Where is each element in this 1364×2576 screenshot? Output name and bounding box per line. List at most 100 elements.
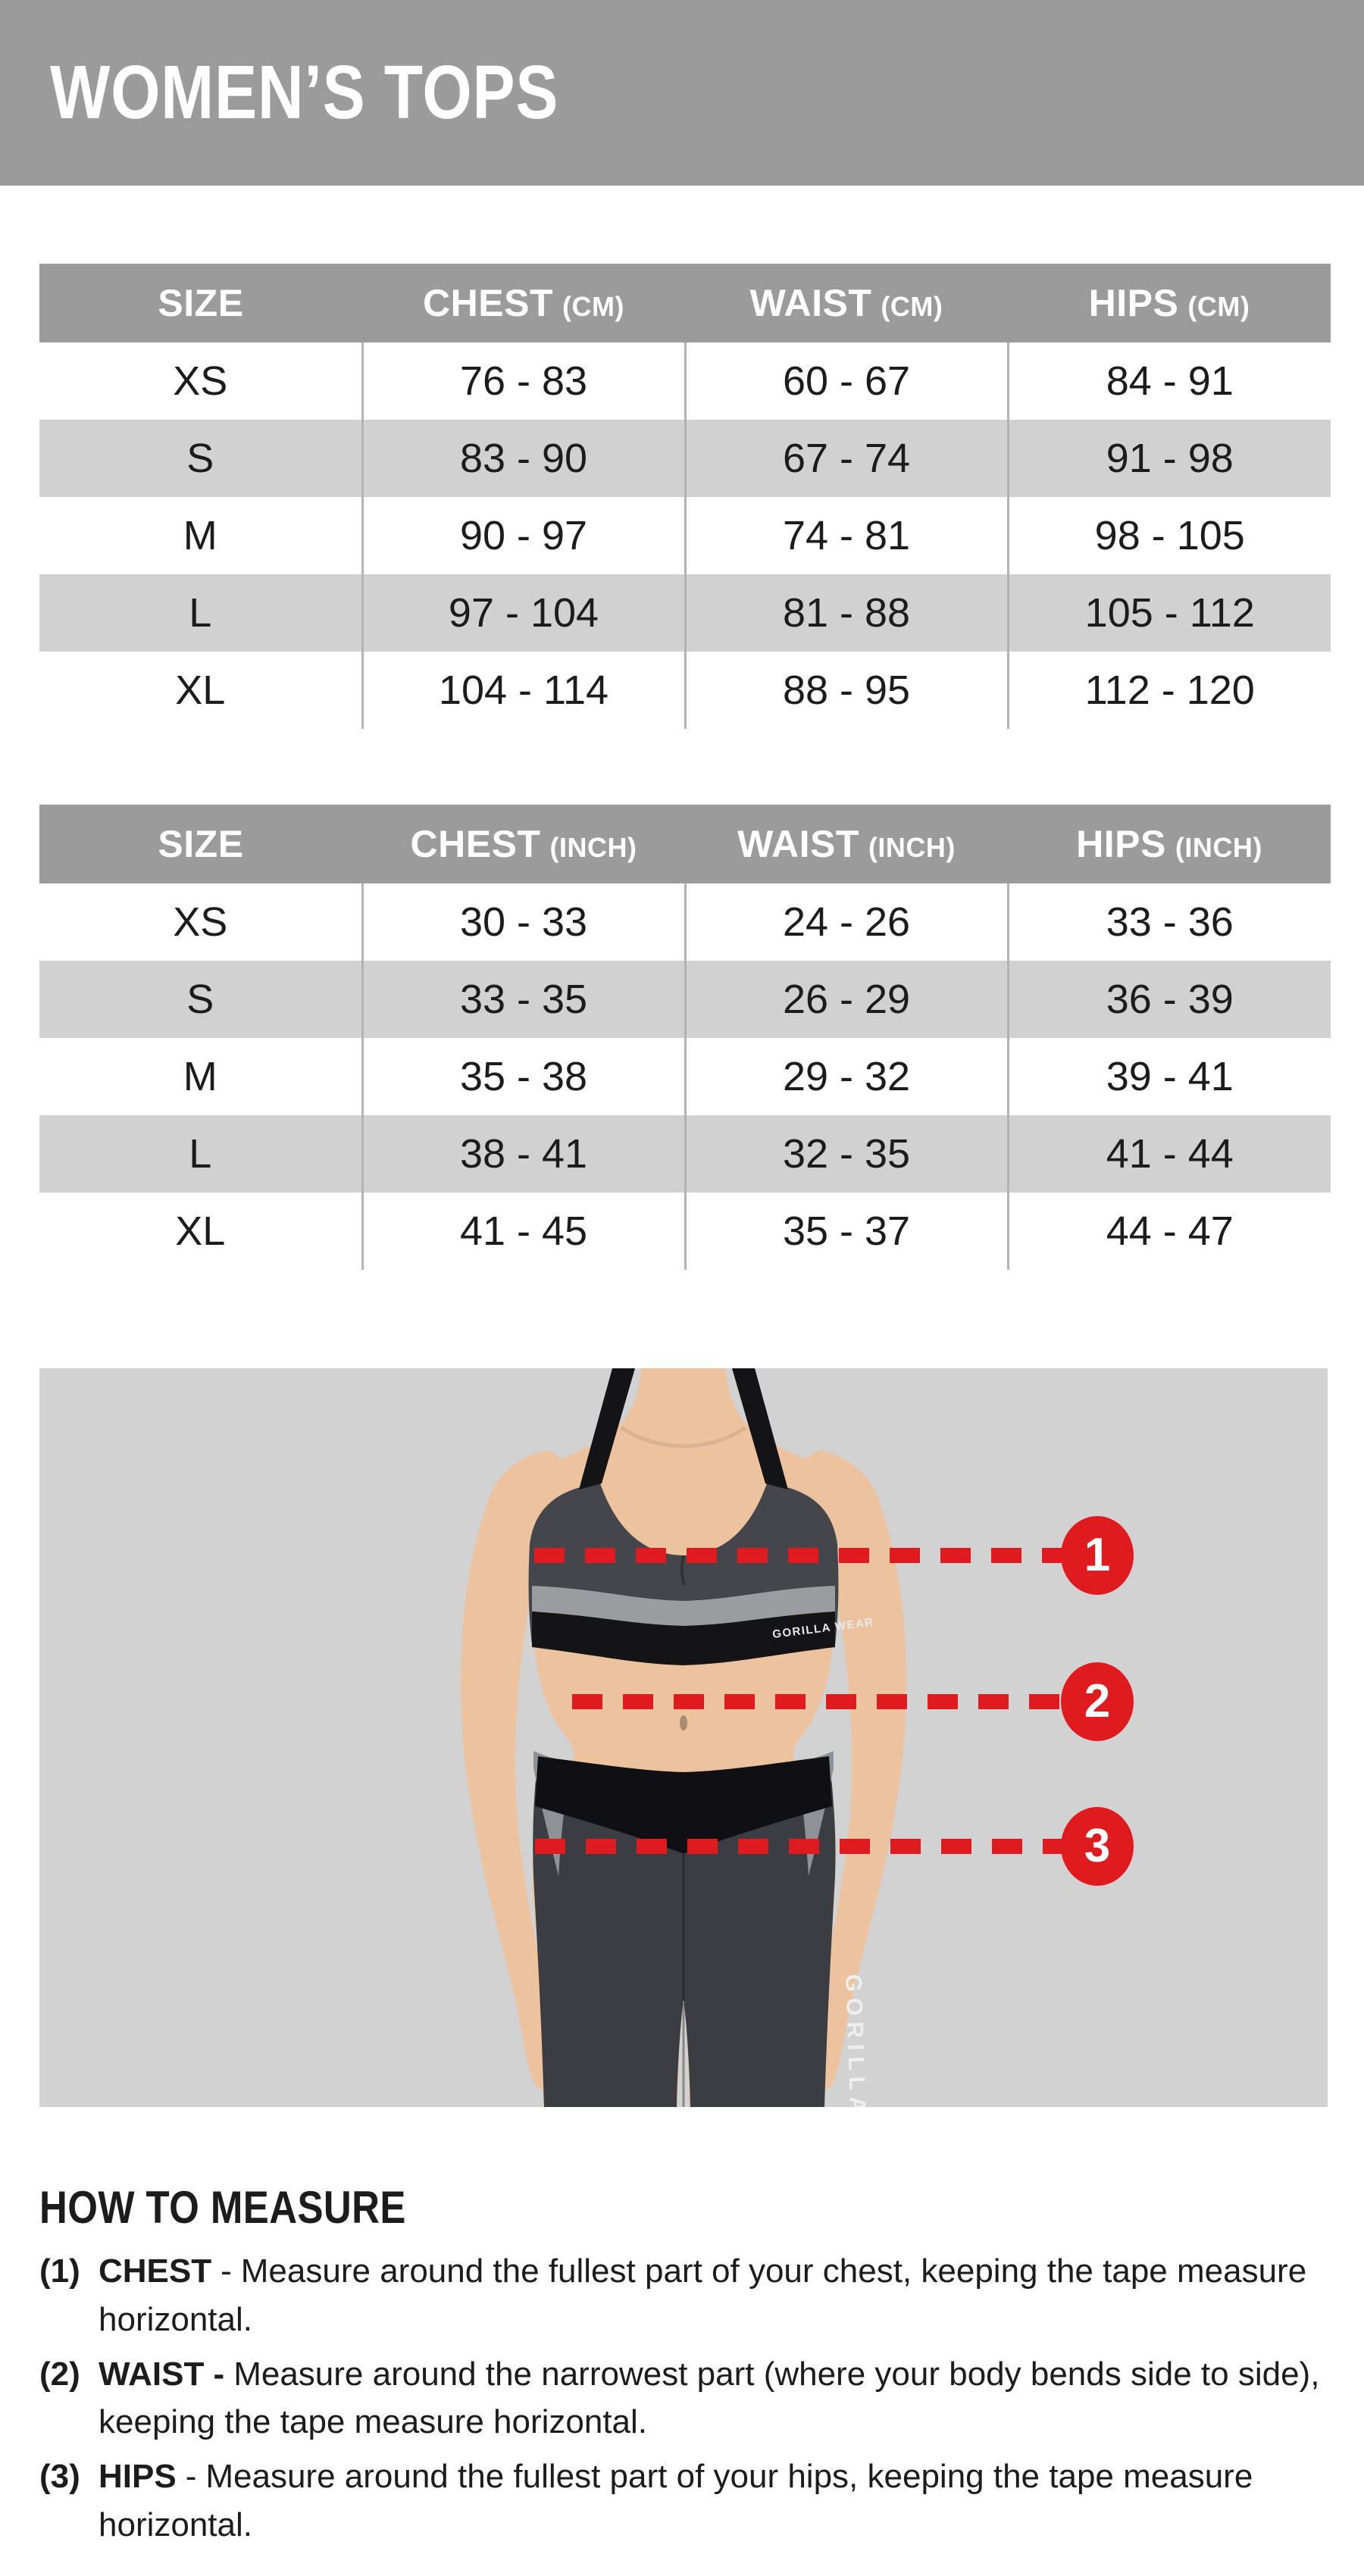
- size-cell: XL: [39, 1193, 362, 1270]
- value-cell: 67 - 74: [684, 420, 1008, 497]
- value-cell: 90 - 97: [361, 497, 685, 574]
- header-cell-hips: HIPS (CM): [1008, 264, 1331, 342]
- value-cell: 76 - 83: [361, 342, 685, 420]
- size-cell: XS: [39, 342, 362, 420]
- value-cell: 112 - 120: [1006, 652, 1331, 729]
- how-to-measure-heading: HOW TO MEASURE: [39, 2182, 406, 2233]
- how-to-measure-section: HOW TO MEASURE (1) CHEST - Measure around …: [39, 2181, 1331, 2549]
- value-cell: 38 - 41: [361, 1115, 685, 1193]
- hips-marker-badge: 3: [1061, 1807, 1134, 1886]
- value-cell: 35 - 38: [361, 1038, 685, 1115]
- navel: [680, 1715, 687, 1730]
- value-cell: 41 - 45: [361, 1193, 685, 1270]
- header-cell-size: SIZE: [39, 805, 362, 883]
- value-cell: 30 - 33: [361, 883, 685, 961]
- size-cell: M: [39, 497, 362, 574]
- measure-item-hips: (3) HIPS - Measure around the fullest part…: [39, 2453, 1331, 2549]
- value-cell: 32 - 35: [684, 1115, 1008, 1193]
- value-cell: 88 - 95: [684, 652, 1008, 729]
- bra-stripe-band: [532, 1586, 835, 1626]
- item-text: CHEST - Measure around the fullest part of…: [99, 2247, 1326, 2344]
- clavicle-shading: [620, 1425, 747, 1449]
- size-table-cm-section: SIZE CHEST (CM) WAIST (CM) HIPS (CM) XS 76 …: [39, 264, 1331, 729]
- value-cell: 74 - 81: [684, 497, 1008, 574]
- size-cell: L: [39, 574, 362, 652]
- table-row-xs: XS 30 - 33 24 - 26 33 - 36: [39, 883, 1331, 961]
- header-cell-waist: WAIST (INCH): [685, 805, 1008, 883]
- value-cell: 29 - 32: [684, 1038, 1008, 1115]
- value-cell: 24 - 26: [684, 883, 1008, 961]
- value-cell: 39 - 41: [1006, 1038, 1331, 1115]
- value-cell: 44 - 47: [1006, 1193, 1331, 1270]
- header-cell-chest: CHEST (CM): [362, 264, 685, 342]
- item-number: (2): [39, 2355, 80, 2393]
- size-table-inch: SIZE CHEST (INCH) WAIST (INCH) HIPS (INCH) …: [39, 805, 1331, 1270]
- value-cell: 91 - 98: [1006, 420, 1331, 497]
- value-cell: 33 - 36: [1006, 883, 1331, 961]
- size-cell: L: [39, 1115, 362, 1193]
- value-cell: 84 - 91: [1006, 342, 1331, 420]
- value-cell: 35 - 37: [684, 1193, 1008, 1270]
- item-term: HIPS: [99, 2458, 177, 2496]
- item-term: CHEST: [99, 2252, 212, 2290]
- hips-measure-line: [535, 1839, 1070, 1854]
- measurement-photo: GORILLA WEAR GORILLA 1 2 3: [39, 1368, 1328, 2107]
- item-text: HIPS - Measure around the fullest part of …: [99, 2453, 1326, 2549]
- size-cell: M: [39, 1038, 362, 1115]
- table-header-row: SIZE CHEST (INCH) WAIST (INCH) HIPS (INCH): [39, 805, 1331, 883]
- model-left-arm: [461, 1450, 568, 2090]
- value-cell: 105 - 112: [1006, 574, 1331, 652]
- table-row-m: M 90 - 97 74 - 81 98 - 105: [39, 497, 1331, 574]
- header-cell-chest: CHEST (INCH): [362, 805, 685, 883]
- waist-marker-badge: 2: [1061, 1662, 1134, 1741]
- size-table-cm: SIZE CHEST (CM) WAIST (CM) HIPS (CM) XS 76 …: [39, 264, 1331, 729]
- value-cell: 104 - 114: [361, 652, 685, 729]
- marker-number: 1: [1084, 1529, 1111, 1581]
- marker-number: 2: [1084, 1675, 1111, 1727]
- size-cell: S: [39, 961, 362, 1038]
- waist-measure-line: [572, 1694, 1070, 1709]
- value-cell: 26 - 29: [684, 961, 1008, 1038]
- table-row-l: L 38 - 41 32 - 35 41 - 44: [39, 1115, 1331, 1193]
- size-cell: XS: [39, 883, 362, 961]
- size-cell: XL: [39, 652, 362, 729]
- marker-number: 3: [1084, 1820, 1111, 1872]
- leggings-waistband: [535, 1756, 832, 1853]
- table-row-s: S 33 - 35 26 - 29 36 - 39: [39, 961, 1331, 1038]
- table-row-m: M 35 - 38 29 - 32 39 - 41: [39, 1038, 1331, 1115]
- table-header-row: SIZE CHEST (CM) WAIST (CM) HIPS (CM): [39, 264, 1331, 342]
- model-right-arm: [799, 1450, 906, 2090]
- measure-item-waist: (2) WAIST - Measure around the narrowest …: [39, 2350, 1331, 2447]
- item-description: Measure around the fullest part of your …: [99, 2458, 1253, 2543]
- bra-strap-left: [579, 1368, 635, 1490]
- table-row-xs: XS 76 - 83 60 - 67 84 - 91: [39, 342, 1331, 420]
- table-row-xl: XL 41 - 45 35 - 37 44 - 47: [39, 1193, 1331, 1270]
- value-cell: 36 - 39: [1006, 961, 1331, 1038]
- item-number: (1): [39, 2252, 80, 2290]
- chest-measure-line: [534, 1548, 1070, 1563]
- page-banner: WOMEN’S TOPS: [0, 0, 1364, 186]
- value-cell: 83 - 90: [361, 420, 685, 497]
- item-description: Measure around the fullest part of your …: [99, 2252, 1307, 2338]
- measure-item-chest: (1) CHEST - Measure around the fullest par…: [39, 2247, 1331, 2344]
- model-figure: GORILLA WEAR GORILLA: [461, 1368, 906, 2107]
- item-number: (3): [39, 2458, 80, 2496]
- header-cell-size: SIZE: [39, 264, 362, 342]
- item-term: WAIST -: [99, 2355, 225, 2393]
- table-row-s: S 83 - 90 67 - 74 91 - 98: [39, 420, 1331, 497]
- value-cell: 81 - 88: [684, 574, 1008, 652]
- table-row-xl: XL 104 - 114 88 - 95 112 - 120: [39, 652, 1331, 729]
- value-cell: 33 - 35: [361, 961, 685, 1038]
- header-cell-waist: WAIST (CM): [685, 264, 1008, 342]
- item-description: Measure around the narrowest part (where…: [99, 2355, 1320, 2441]
- value-cell: 97 - 104: [361, 574, 685, 652]
- value-cell: 98 - 105: [1006, 497, 1331, 574]
- value-cell: 60 - 67: [684, 342, 1008, 420]
- item-text: WAIST - Measure around the narrowest part…: [99, 2350, 1326, 2447]
- bra-strap-right: [732, 1368, 788, 1490]
- bra-black-band: [532, 1612, 835, 1665]
- item-separator: -: [185, 2458, 197, 2496]
- table-row-l: L 97 - 104 81 - 88 105 - 112: [39, 574, 1331, 652]
- size-cell: S: [39, 420, 362, 497]
- legging-brand-label: GORILLA: [840, 1974, 871, 2107]
